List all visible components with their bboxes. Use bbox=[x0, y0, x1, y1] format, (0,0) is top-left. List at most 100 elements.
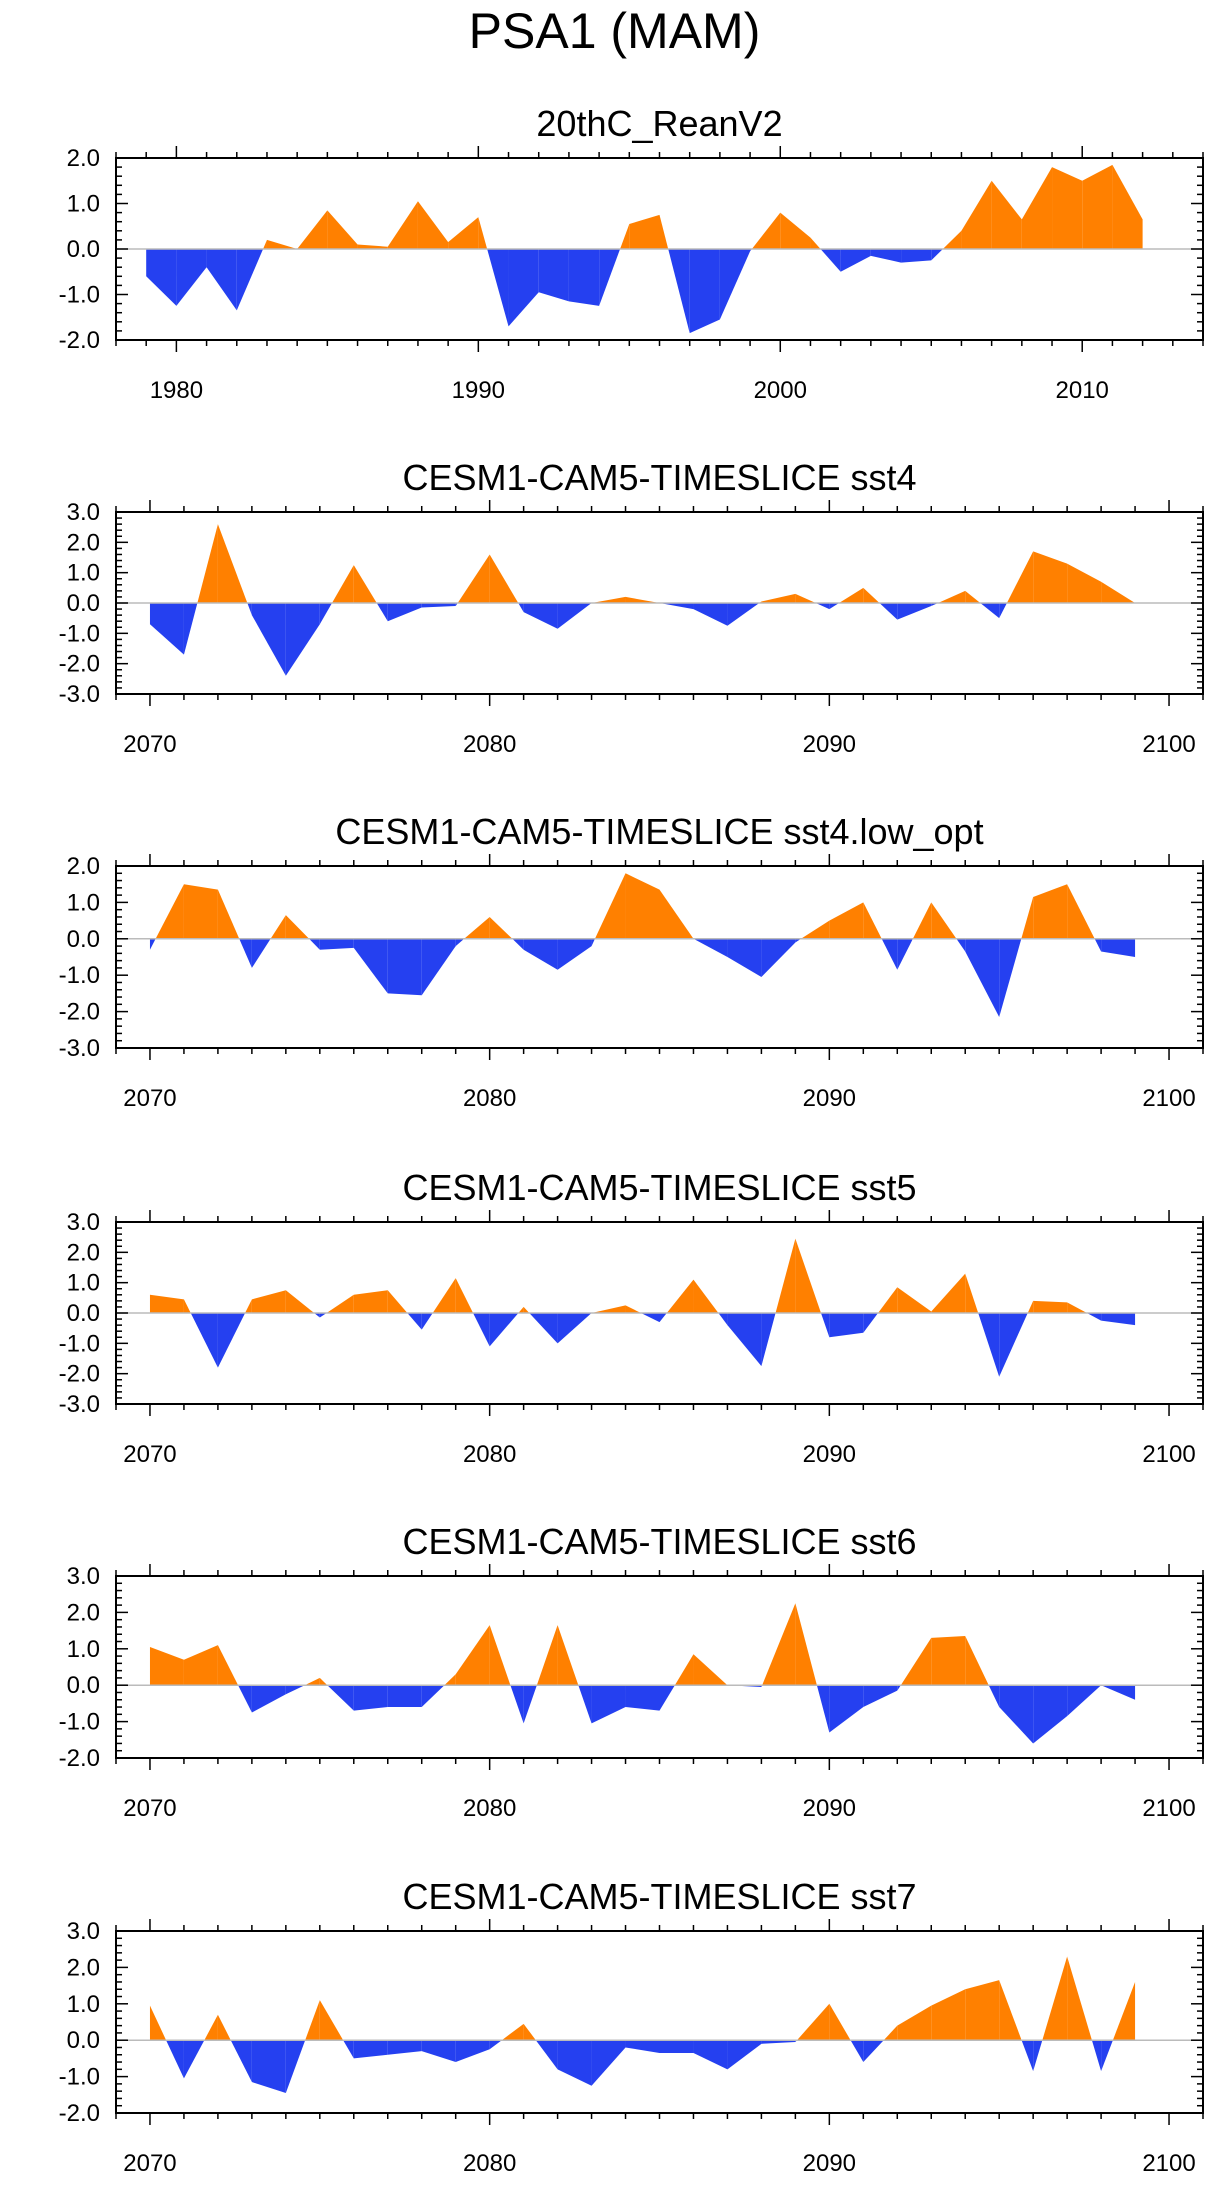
negative-area bbox=[863, 2040, 884, 2063]
positive-area bbox=[1067, 1302, 1087, 1313]
negative-area bbox=[176, 249, 207, 306]
positive-area bbox=[149, 2005, 167, 2041]
negative-area bbox=[149, 603, 184, 655]
negative-area bbox=[625, 2040, 660, 2053]
x-tick-label: 2100 bbox=[1142, 1085, 1195, 1112]
negative-area bbox=[421, 1685, 445, 1708]
y-tick-label: 0.0 bbox=[67, 236, 100, 263]
positive-area bbox=[761, 593, 796, 603]
y-tick-label: 2.0 bbox=[67, 1239, 100, 1266]
positive-area bbox=[204, 2014, 218, 2041]
negative-area bbox=[455, 2040, 490, 2063]
x-tick-label: 2090 bbox=[803, 2150, 856, 2177]
negative-area bbox=[376, 603, 388, 622]
positive-area bbox=[444, 1674, 456, 1686]
positive-area bbox=[1027, 1300, 1034, 1313]
positive-area bbox=[829, 2003, 851, 2041]
y-tick-label: 0.0 bbox=[67, 590, 100, 617]
positive-area bbox=[839, 587, 864, 603]
y-tick-label: 3.0 bbox=[67, 1563, 100, 1590]
panel-3: CESM1-CAM5-TIMESLICE sst4.low_opt 2.0 1.0 0… bbox=[59, 811, 1204, 1112]
negative-area bbox=[353, 938, 388, 994]
negative-area bbox=[1067, 1685, 1102, 1717]
y-tick-label: -2.0 bbox=[59, 1745, 100, 1772]
negative-area bbox=[309, 938, 320, 950]
negative-area bbox=[693, 2040, 728, 2070]
positive-area bbox=[501, 2023, 524, 2041]
negative-area bbox=[489, 2040, 502, 2050]
y-tick-label: 2.0 bbox=[67, 1599, 100, 1626]
x-tick-label: 2080 bbox=[463, 1441, 516, 1468]
positive-area bbox=[149, 1646, 184, 1686]
negative-area bbox=[1086, 1313, 1102, 1321]
negative-area bbox=[1094, 938, 1102, 952]
positive-area bbox=[1067, 1956, 1092, 2041]
negative-area bbox=[238, 1685, 252, 1713]
negative-area bbox=[829, 603, 840, 610]
panel-2: CESM1-CAM5-TIMESLICE sst4 3.0 2.0 1.0 0.0 -1.… bbox=[59, 457, 1204, 758]
panel-title: CESM1-CAM5-TIMESLICE sst4 bbox=[402, 457, 916, 498]
negative-area bbox=[523, 1685, 537, 1724]
positive-area bbox=[810, 237, 821, 249]
negative-area bbox=[327, 1685, 354, 1711]
negative-area bbox=[473, 1313, 490, 1347]
y-tick-label: 1.0 bbox=[67, 889, 100, 916]
positive-area bbox=[327, 210, 358, 249]
y-tick-label: 0.0 bbox=[67, 926, 100, 953]
positive-area bbox=[942, 230, 962, 249]
negative-area bbox=[523, 603, 558, 629]
negative-area bbox=[529, 1313, 558, 1344]
positive-area bbox=[455, 1278, 474, 1313]
positive-area bbox=[557, 1625, 579, 1686]
y-tick-label: 1.0 bbox=[67, 1991, 100, 2018]
x-tick-label: 2070 bbox=[123, 731, 176, 758]
negative-area bbox=[956, 938, 966, 952]
negative-area bbox=[1101, 1313, 1136, 1326]
negative-area bbox=[718, 1313, 728, 1326]
panel-title: CESM1-CAM5-TIMESLICE sst6 bbox=[402, 1521, 916, 1562]
positive-area bbox=[795, 593, 816, 603]
negative-area bbox=[421, 603, 456, 608]
positive-area bbox=[319, 1677, 328, 1686]
positive-area bbox=[762, 1603, 796, 1686]
positive-area bbox=[270, 915, 286, 939]
positive-area bbox=[883, 2025, 898, 2041]
negative-area bbox=[999, 603, 1007, 619]
negative-area bbox=[512, 938, 524, 950]
positive-area bbox=[217, 889, 240, 939]
panel-1: 20thC_ReanV2 2.0 1.0 0.0 -1.0 -2.0 1980 1990 200… bbox=[59, 103, 1204, 404]
negative-area bbox=[795, 938, 802, 943]
positive-area bbox=[263, 239, 267, 249]
positive-area bbox=[912, 902, 932, 939]
positive-area bbox=[629, 214, 660, 249]
negative-area bbox=[343, 2040, 354, 2059]
negative-area bbox=[591, 938, 595, 947]
positive-area bbox=[297, 210, 328, 249]
negative-area bbox=[829, 1313, 864, 1338]
y-tick-label: -1.0 bbox=[59, 2064, 100, 2091]
positive-area bbox=[457, 554, 490, 603]
negative-area bbox=[863, 1313, 879, 1333]
negative-area bbox=[840, 249, 871, 272]
negative-area bbox=[640, 1313, 660, 1323]
negative-area bbox=[557, 1313, 592, 1344]
panel-title: CESM1-CAM5-TIMESLICE sst4.low_opt bbox=[335, 811, 983, 852]
positive-area bbox=[1042, 1956, 1068, 2041]
positive-area bbox=[1067, 884, 1095, 939]
positive-area bbox=[304, 1677, 320, 1686]
negative-area bbox=[897, 603, 932, 620]
positive-area bbox=[305, 2000, 320, 2041]
y-tick-label: -3.0 bbox=[59, 681, 100, 708]
positive-area bbox=[1101, 581, 1136, 603]
y-tick-label: -1.0 bbox=[59, 282, 100, 309]
negative-area bbox=[251, 603, 286, 676]
negative-area bbox=[285, 1685, 305, 1695]
y-tick-label: 1.0 bbox=[67, 1270, 100, 1297]
negative-area bbox=[239, 938, 252, 968]
x-tick-label: 2090 bbox=[803, 1441, 856, 1468]
positive-area bbox=[183, 1645, 218, 1686]
negative-area bbox=[557, 2040, 592, 2086]
positive-area bbox=[775, 1238, 796, 1313]
y-tick-label: 3.0 bbox=[67, 1209, 100, 1236]
negative-area bbox=[146, 249, 177, 306]
